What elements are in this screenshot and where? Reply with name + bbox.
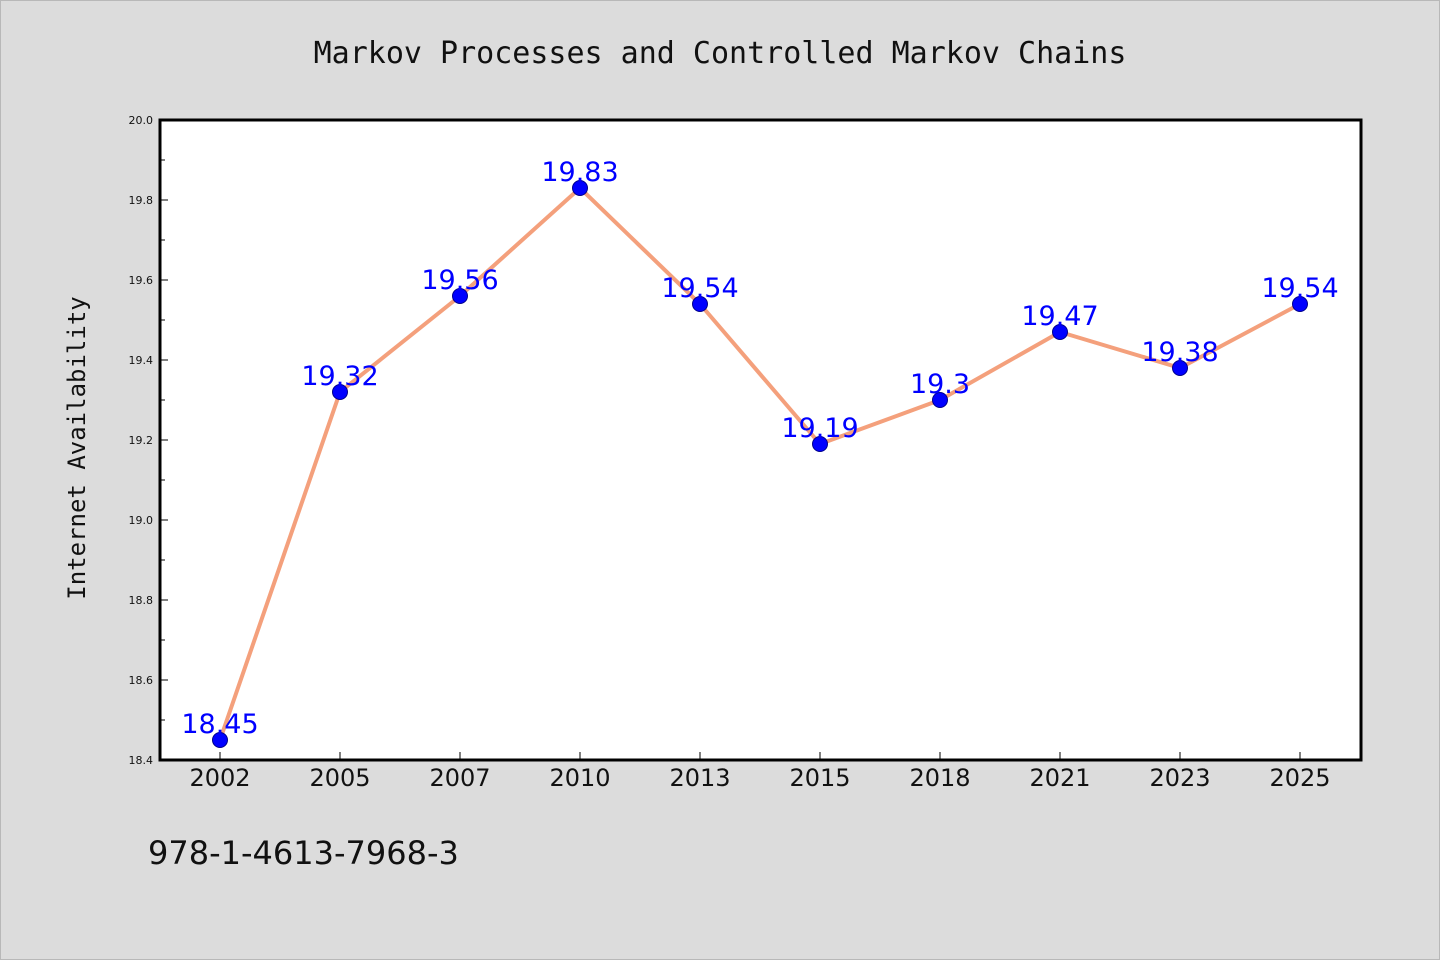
- y-tick-label: 19.0: [129, 514, 154, 527]
- data-label: 19.54: [661, 273, 738, 304]
- data-label: 19.38: [1141, 337, 1218, 368]
- data-point: [692, 296, 708, 312]
- y-tick-label: 19.4: [129, 354, 154, 367]
- series-line-layer: [218, 186, 1302, 742]
- y-tick-label: 18.6: [129, 674, 154, 687]
- data-point: [1052, 324, 1068, 340]
- y-tick-label: 19.6: [129, 274, 154, 287]
- y-tick-label: 20.0: [129, 114, 154, 127]
- data-point: [1292, 296, 1308, 312]
- x-tick-label: 2018: [909, 764, 970, 792]
- data-markers: [212, 180, 1308, 748]
- data-label: 19.56: [421, 265, 498, 296]
- data-label: 19.83: [541, 157, 618, 188]
- data-label: 19.3: [910, 369, 970, 400]
- series-line: [218, 186, 1302, 742]
- data-point: [572, 180, 588, 196]
- x-tick-label: 2021: [1029, 764, 1090, 792]
- y-tick-label: 18.4: [129, 754, 154, 767]
- y-axis-label: Internet Availability: [63, 296, 91, 599]
- x-tick-label: 2023: [1149, 764, 1210, 792]
- x-tick-label: 2015: [789, 764, 850, 792]
- data-label: 19.47: [1021, 301, 1098, 332]
- isbn-footer: 978-1-4613-7968-3: [148, 834, 459, 872]
- y-tick-label: 19.8: [129, 194, 154, 207]
- y-tick-label: 18.8: [129, 594, 154, 607]
- x-tick-label: 2002: [189, 764, 250, 792]
- x-tick-label: 2010: [549, 764, 610, 792]
- data-label: 19.32: [301, 361, 378, 392]
- plot-area: [160, 120, 1361, 760]
- chart-title: Markov Processes and Controlled Markov C…: [314, 36, 1127, 71]
- y-axis-ticks: 18.4 18.6 18.8 19.0 19.2 19.4 19.6 19.8 20.0: [129, 114, 154, 767]
- y-tick-label: 19.2: [129, 434, 154, 447]
- x-tick-label: 2007: [429, 764, 490, 792]
- data-label: 19.19: [781, 413, 858, 444]
- x-tick-label: 2025: [1269, 764, 1330, 792]
- data-point: [812, 436, 828, 452]
- data-point: [332, 384, 348, 400]
- data-point: [212, 732, 228, 748]
- data-point: [1172, 360, 1188, 376]
- data-label: 18.45: [181, 709, 258, 740]
- data-point: [932, 392, 948, 408]
- x-tick-label: 2013: [669, 764, 730, 792]
- x-axis-ticks: 2002 2005 2007 2010 2013 2015 2018 2021 2023 2025: [189, 764, 1330, 792]
- data-labels: 18.45 19.32 19.56 19.83 19.54 19.19 19.3 19.47 1…: [181, 157, 1338, 740]
- data-point: [452, 288, 468, 304]
- x-tick-label: 2005: [309, 764, 370, 792]
- data-label: 19.54: [1261, 273, 1338, 304]
- plot-frame: [158, 118, 1363, 762]
